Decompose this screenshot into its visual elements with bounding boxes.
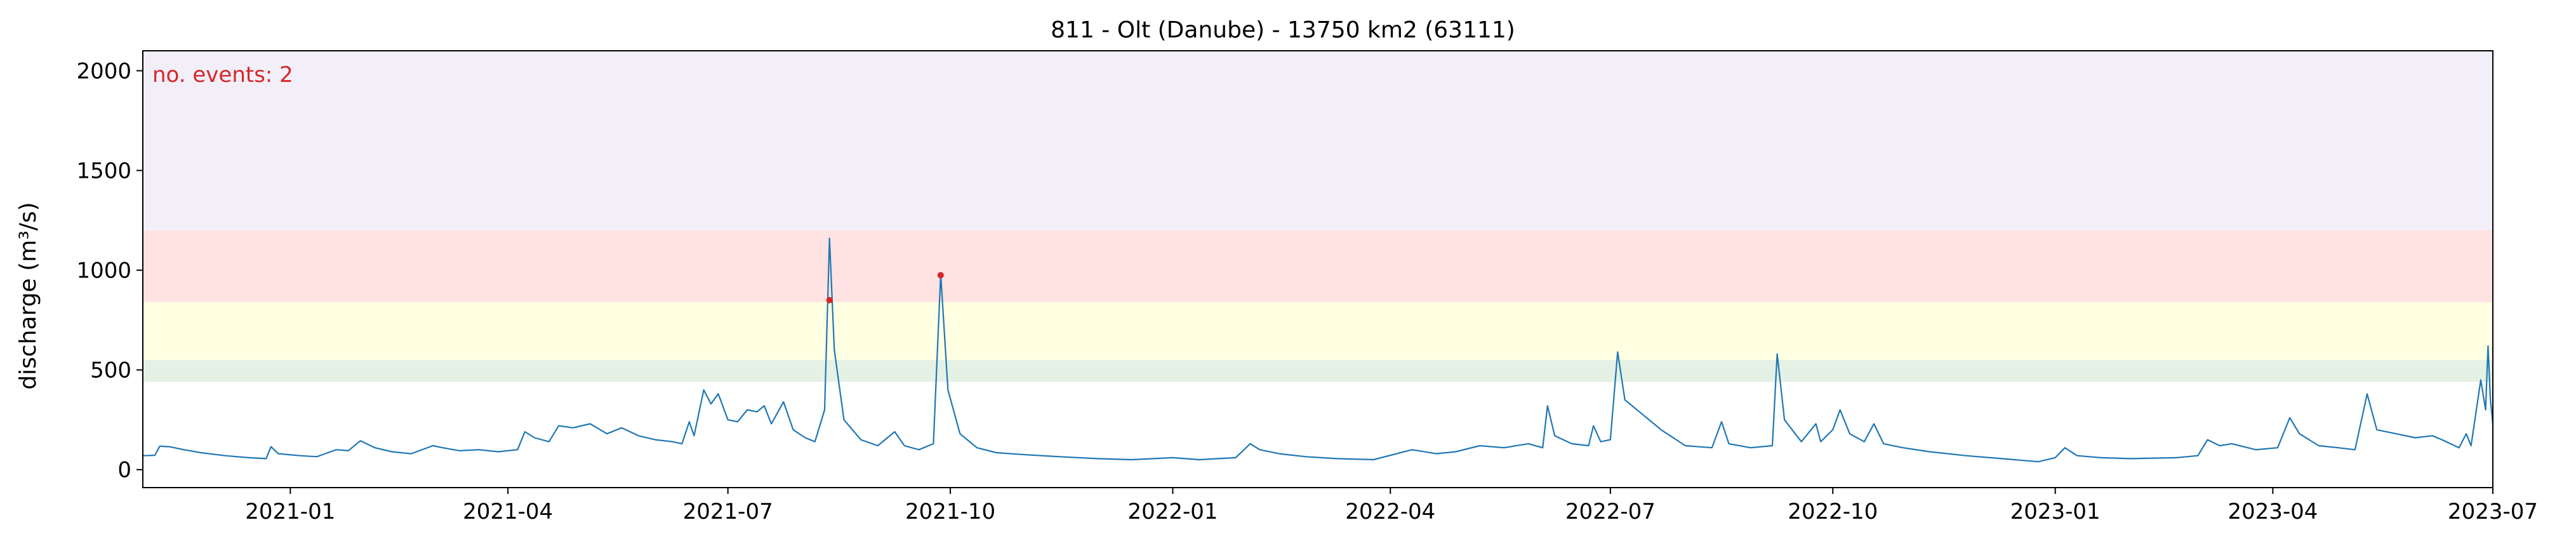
events-layer	[826, 272, 944, 303]
threshold-band-2	[143, 302, 2493, 360]
threshold-band-3	[143, 230, 2493, 302]
chart-title: 811 - Olt (Danube) - 13750 km2 (63111)	[1051, 17, 1515, 43]
event-marker-2	[937, 272, 944, 279]
event-marker-1	[826, 296, 833, 303]
y-tick-label: 1500	[76, 158, 131, 183]
plot-frame	[142, 50, 2493, 488]
x-tick-label: 2021-07	[683, 499, 773, 524]
y-axis-label: discharge (m³/s)	[15, 202, 41, 389]
x-tick-label: 2022-04	[1345, 499, 1435, 524]
y-tick-label: 0	[117, 458, 131, 483]
x-tick-label: 2021-04	[463, 499, 553, 524]
y-axis: 0 500 1000 1500 2000	[76, 58, 143, 483]
y-tick-label: 500	[90, 358, 131, 383]
threshold-band-1	[143, 359, 2493, 382]
discharge-series-line	[142, 237, 2494, 463]
y-tick-label: 2000	[76, 58, 131, 84]
x-tick-label: 2022-01	[1127, 499, 1218, 524]
x-tick-label: 2021-01	[245, 499, 335, 524]
x-tick-label: 2022-07	[1565, 499, 1656, 524]
x-tick-label: 2023-01	[2010, 499, 2101, 524]
x-tick-label: 2022-10	[1788, 499, 1878, 524]
threshold-bands	[143, 51, 2493, 382]
x-tick-label: 2021-10	[905, 499, 995, 524]
x-axis: 2021-01 2021-04 2021-07 2021-10 2022-01 2022-…	[245, 488, 2538, 524]
x-tick-label: 2023-04	[2227, 499, 2318, 524]
series-layer	[142, 237, 2494, 463]
x-tick-label: 2023-07	[2448, 499, 2538, 524]
threshold-band-4	[143, 51, 2493, 230]
y-tick-label: 1000	[76, 258, 131, 284]
events-count-annotation: no. events: 2	[152, 62, 293, 88]
